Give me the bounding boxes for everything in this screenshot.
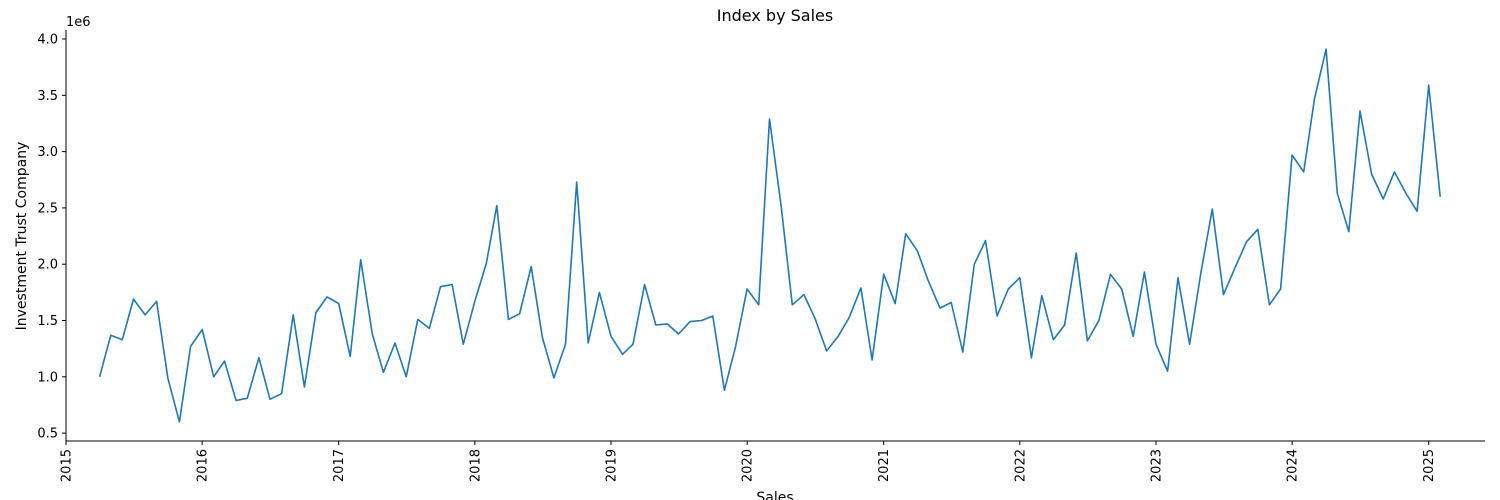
y-axis: 0.5 1.0 1.5 2.0 2.5 3.0 3.5 4.0 [37,30,67,442]
y-tick-label: 2.0 [37,258,58,273]
y-tick-label: 4.0 [37,33,58,48]
series-line [98,48,1441,423]
y-tick-label: 3.0 [37,145,58,160]
y-tick-label: 1.5 [37,314,58,329]
x-tick-label: 2025 [1422,449,1437,482]
x-tick-label: 2015 [60,449,75,482]
x-tick-label: 2019 [604,449,619,482]
y-tick-label: 1.0 [37,370,58,385]
x-tick-label: 2021 [877,449,892,482]
x-tick-label: 2018 [468,449,483,482]
x-axis-title: Sales [756,490,793,500]
y-axis-title: Investment Trust Company [14,142,30,331]
y-tick-label: 2.5 [37,201,58,216]
x-tick-label: 2017 [332,449,347,482]
y-tick-label: 3.5 [37,89,58,104]
x-tick-label: 2023 [1149,449,1164,482]
x-tick-label: 2024 [1286,449,1301,482]
x-tick-label: 2016 [196,449,211,482]
plot-area [98,48,1441,423]
x-tick-label: 2022 [1013,449,1028,482]
x-tick-label: 2020 [741,449,756,482]
y-tick-label: 0.5 [37,427,58,442]
y-offset-label: 1e6 [66,15,91,30]
chart-title: Index by Sales [717,6,833,25]
x-axis: 2015 2016 2017 2018 2019 2020 2021 2022 2023 2024… [60,440,1485,482]
